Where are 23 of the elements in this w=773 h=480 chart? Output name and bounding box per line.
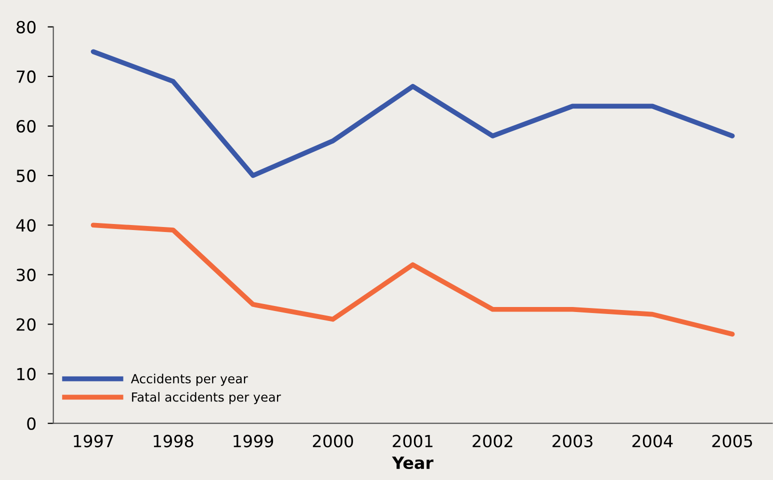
x-tick-label: 1999: [234, 434, 274, 448]
y-tick-label: 10: [17, 368, 36, 380]
y-tick-label: 50: [16, 170, 36, 182]
line-series: [90, 49, 735, 178]
x-tick-label: 2000: [312, 434, 354, 448]
y-tick-label: 80: [16, 20, 36, 34]
y-tick-label: 40: [16, 219, 36, 232]
x-tick-label: 1997: [74, 434, 114, 448]
y-tick-label: 70: [16, 70, 36, 84]
x-tick-label: 2005: [712, 434, 752, 448]
x-tick-label: 2002: [472, 434, 512, 448]
y-tick-label: 30: [16, 268, 36, 282]
x-tick-label: 2003: [552, 434, 592, 448]
x-axis-title: Year: [392, 456, 434, 470]
y-tick-label: 60: [16, 120, 36, 133]
legend-label: Accidents per year: [130, 374, 248, 386]
y-tick-label: 0: [27, 417, 36, 430]
y-tick-label: 20: [16, 318, 36, 331]
x-tick-label: 2004: [632, 434, 673, 448]
line-series: [90, 222, 735, 337]
legend-label: Fatal accidents per year: [132, 392, 281, 404]
x-tick-label: 1998: [154, 434, 194, 448]
x-tick-label: 2001: [392, 434, 432, 448]
